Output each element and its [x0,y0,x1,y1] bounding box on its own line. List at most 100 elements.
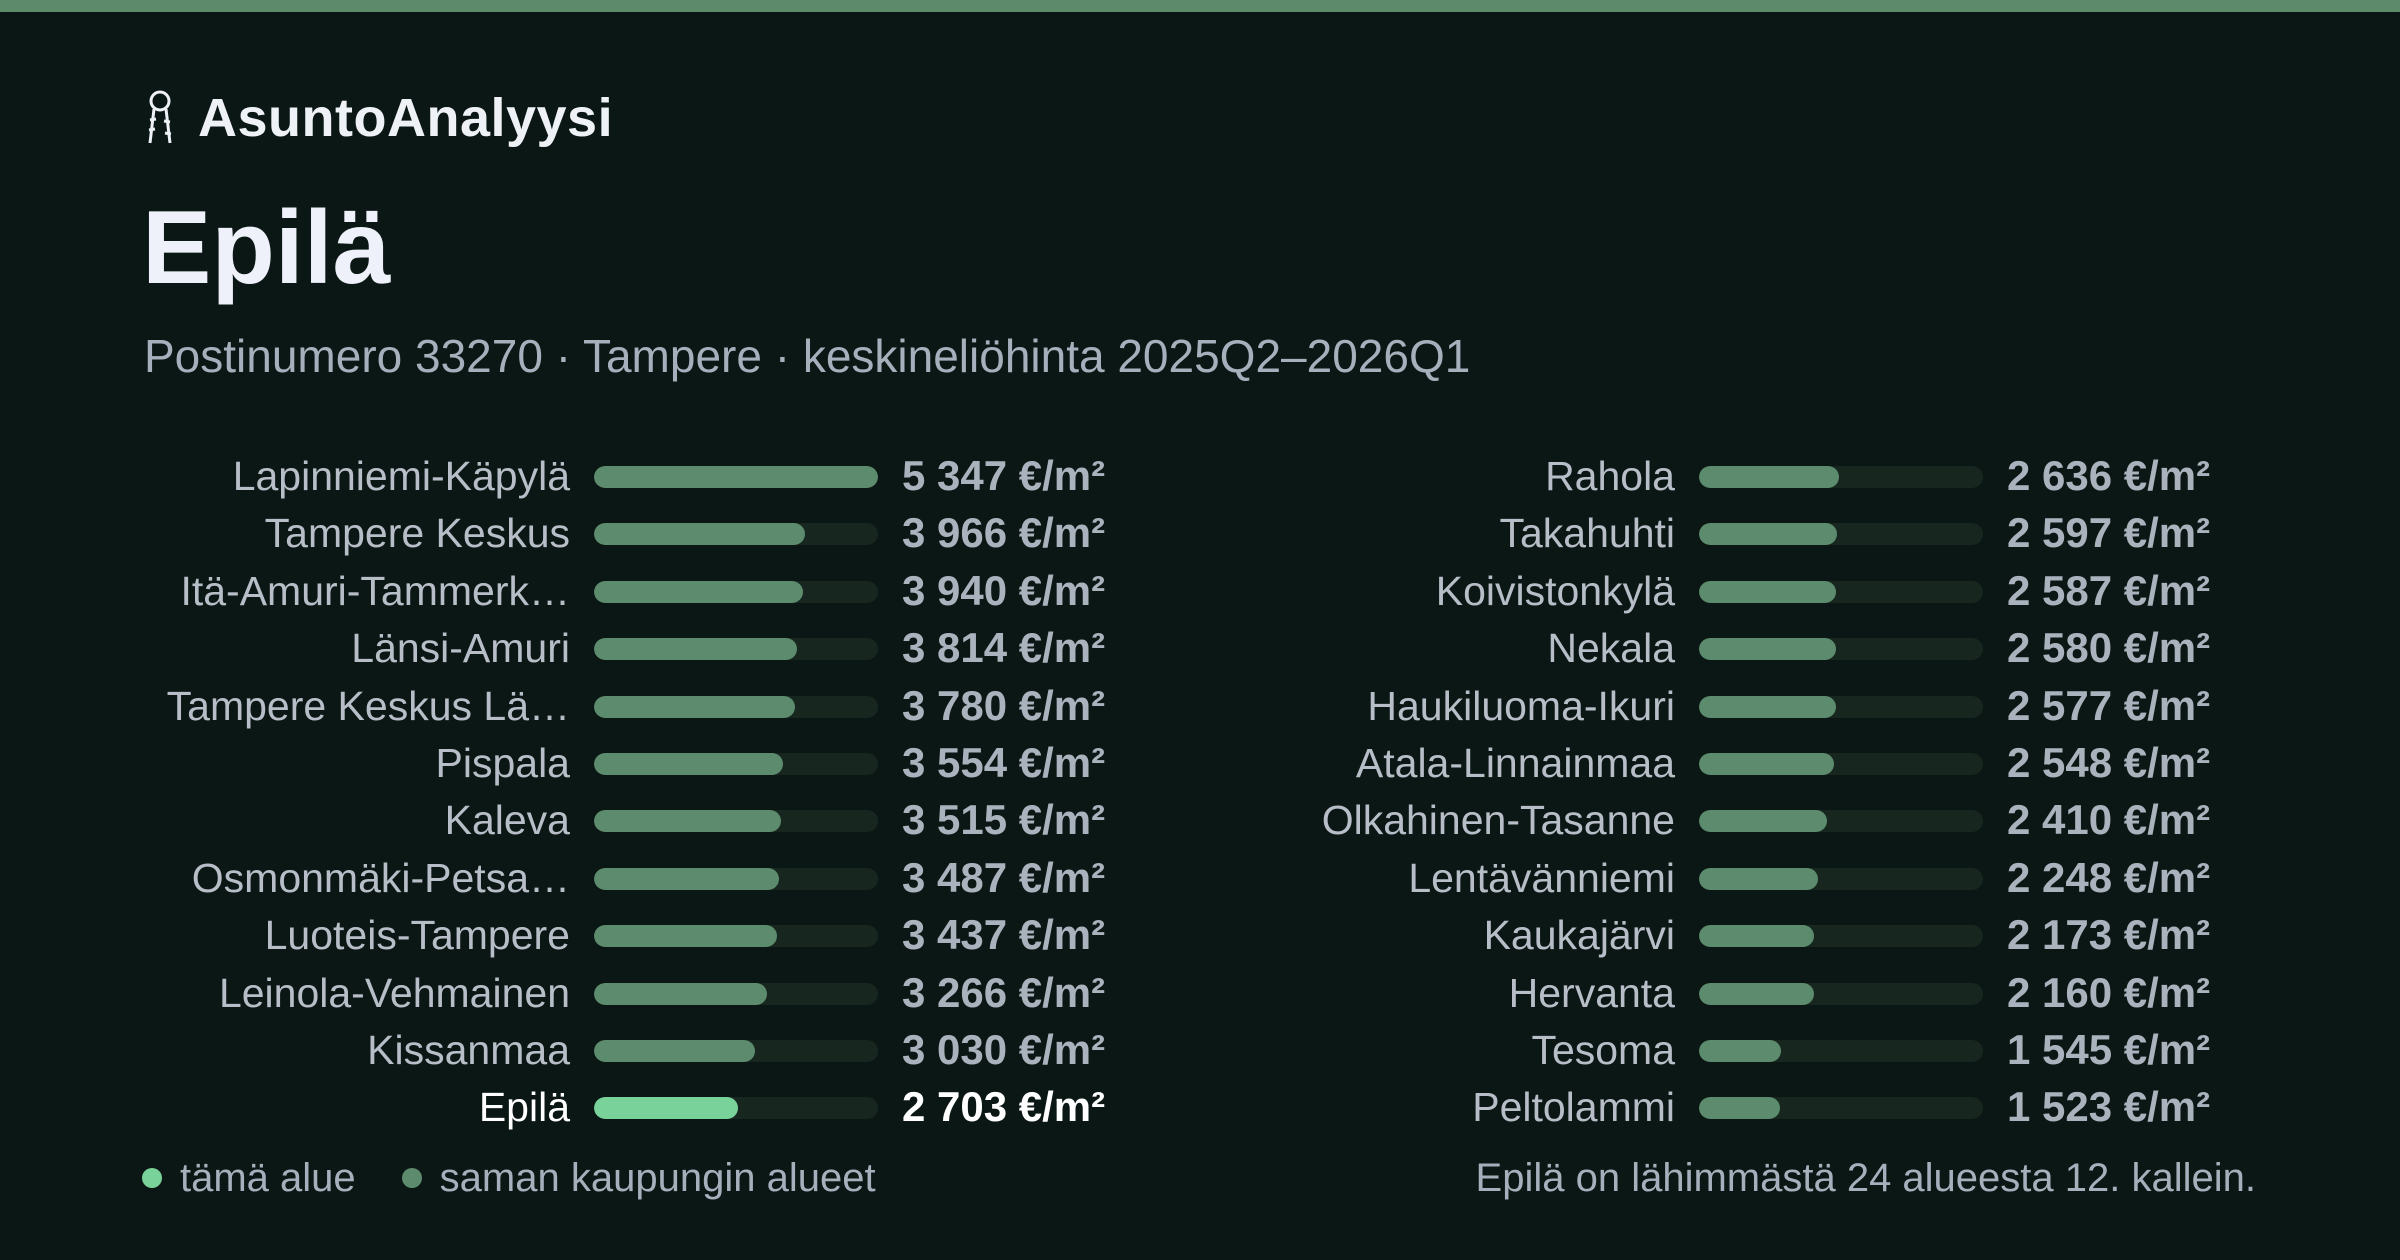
legend: tämä alue saman kaupungin alueet [142,1150,922,1206]
bar-track [594,580,878,603]
bar-category-label: Epilä [478,1084,570,1131]
bar-category-label: Pispala [435,740,570,786]
bar-category-label: Koivistonkylä [1435,567,1675,614]
bar-track [594,523,878,546]
bar-value-label: 2 580 €/m² [2007,624,2211,672]
bar-category-label: Nekala [1547,625,1675,672]
bar-track [594,466,878,488]
bar-value-label: 2 548 €/m² [2007,739,2211,786]
bar-category-label: Leinola-Vehmainen [218,969,570,1016]
bar [594,580,804,603]
rank-summary: Epilä on lähimmästä 24 alueesta 12. kall… [1475,1156,2256,1200]
bar-track [1699,580,1983,603]
bar-track [1699,867,1983,890]
bar [1699,982,1814,1005]
bar [594,466,878,488]
bar-track [1699,638,1983,661]
bar [594,753,783,775]
legend-this-area-label: tämä alue [180,1155,356,1200]
bar-category-label: Haukiluoma-Ikuri [1367,682,1675,729]
bar-category-label: Kaukajärvi [1483,912,1675,959]
bar [1699,695,1836,718]
bar-track [1699,1097,1983,1120]
bar-category-label: Peltolammi [1472,1084,1675,1131]
bar-category-label: Luoteis-Tampere [264,912,570,959]
bar-value-label: 3 780 €/m² [902,681,1106,729]
bar-track [594,1040,878,1062]
bar-value-label: 2 587 €/m² [2007,566,2211,614]
bar-track [594,1097,878,1120]
bar [594,982,768,1005]
bar-track [1699,466,1983,488]
bar-category-label: Kaleva [444,797,570,844]
top-accent-bar [0,0,2400,12]
bar-value-label: 2 577 €/m² [2007,681,2211,729]
bar-category-label: Itä-Amuri-Tammerk… [180,567,570,614]
legend-same-city-dot [401,1168,422,1188]
bar-value-label: 3 966 €/m² [902,509,1106,557]
bar-category-label: Hervanta [1508,969,1675,1016]
bar-category-label: Atala-Linnainmaa [1355,740,1675,786]
bar-track [1699,1040,1983,1062]
bar [594,523,805,546]
bar-track [1699,753,1983,775]
page-subtitle: Postinumero 33270 · Tampere · keskineliö… [144,330,1471,382]
bar-track [594,695,878,718]
bar [594,1097,738,1120]
bar-value-label: 2 248 €/m² [2007,853,2211,901]
bar-value-label: 3 814 €/m² [902,624,1106,672]
bar-track [594,753,878,775]
bar [1699,867,1819,890]
bar [1699,466,1839,488]
bar-track [594,638,878,661]
bar-value-label: 2 597 €/m² [2007,509,2211,557]
bar-value-label: 3 515 €/m² [902,796,1106,844]
bar-category-label: Tesoma [1531,1027,1675,1073]
bar-value-label: 1 545 €/m² [2007,1026,2211,1073]
bar-category-label: Lentävänniemi [1408,854,1675,901]
page-title: Epilä [142,190,391,306]
bar [1699,1097,1780,1120]
bar-category-label: Kissanmaa [367,1027,570,1073]
bar [594,867,780,890]
bar-value-label: 2 160 €/m² [2007,968,2211,1016]
bar [1699,638,1837,661]
bar-value-label: 5 347 €/m² [902,452,1106,499]
legend-this-area-dot [142,1168,162,1188]
bar-value-label: 3 266 €/m² [902,968,1106,1016]
legend-same-city-label: saman kaupungin alueet [439,1155,876,1200]
bar [1699,810,1827,833]
bar-track [594,867,878,890]
bar-value-label: 3 030 €/m² [902,1026,1106,1073]
bar-track [594,925,878,948]
brand: AsuntoAnalyysi [140,86,613,150]
bar-value-label: 2 703 €/m² [902,1083,1106,1131]
brand-name: AsuntoAnalyysi [198,88,614,148]
keys-icon [140,86,180,150]
bar [1699,580,1837,603]
bar-category-label: Takahuhti [1499,510,1675,557]
bar [1699,1040,1782,1062]
bar-category-label: Tampere Keskus [264,510,570,557]
bar-value-label: 3 437 €/m² [902,911,1106,959]
bar-track [1699,982,1983,1005]
bar-value-label: 1 523 €/m² [2007,1083,2211,1131]
bar-value-label: 2 636 €/m² [2007,452,2211,499]
bar-value-label: 3 487 €/m² [902,853,1106,901]
bar [1699,523,1837,546]
bar-category-label: Olkahinen-Tasanne [1321,797,1675,844]
bar [594,810,781,833]
bar [594,925,777,948]
bar-track [1699,523,1983,546]
bar [594,638,797,661]
bar-value-label: 2 173 €/m² [2007,911,2211,959]
bar [594,695,795,718]
bar-category-label: Lapinniemi-Käpylä [232,453,570,499]
bar-track [594,982,878,1005]
bar-value-label: 3 554 €/m² [902,739,1106,786]
bar-track [1699,810,1983,833]
bar-track [594,810,878,833]
bar-value-label: 2 410 €/m² [2007,796,2211,844]
bar [1699,753,1835,775]
bar [1699,925,1815,948]
